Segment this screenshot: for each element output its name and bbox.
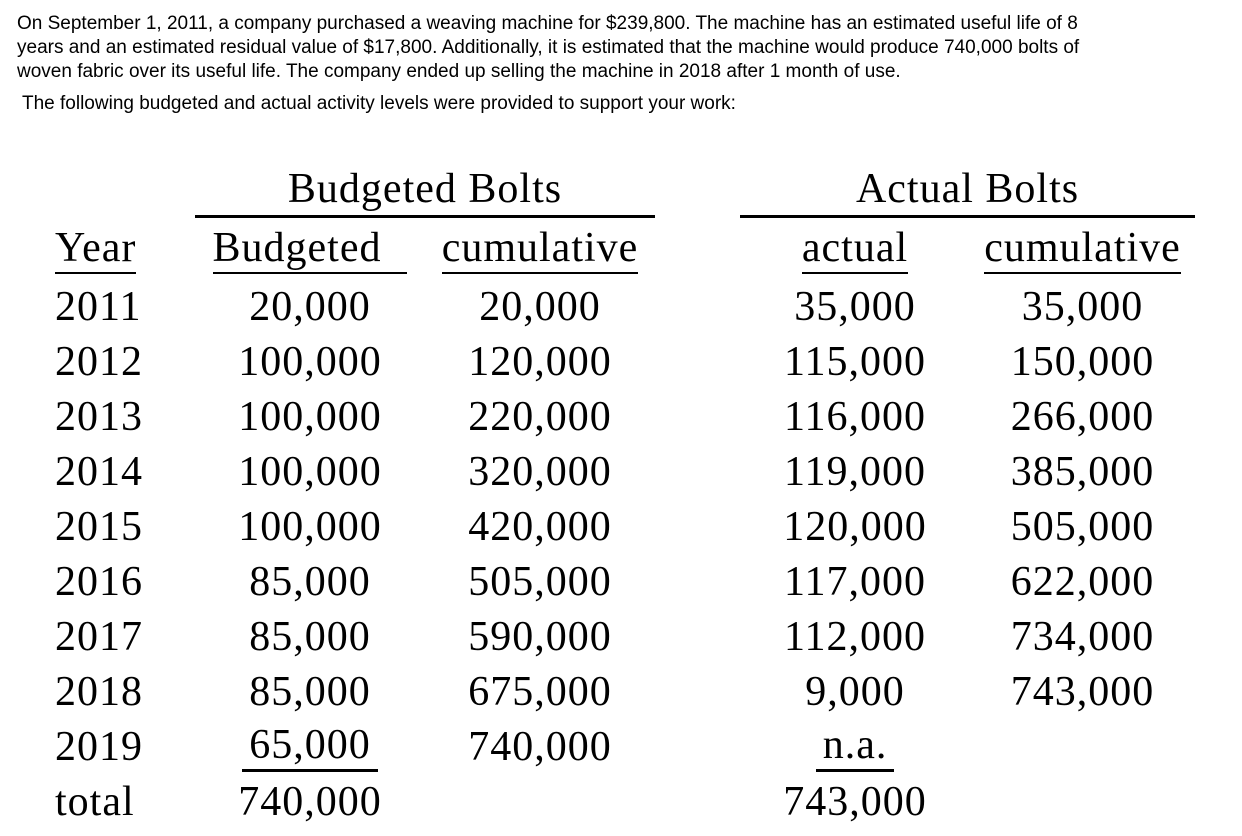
actual-total-cell: 743,000 [783, 778, 927, 825]
table-row-2018: 2018 85,000 675,000 9,000 743,000 [55, 664, 1195, 719]
budgeted-bolts-group-header: Budgeted Bolts [195, 165, 656, 218]
budgeted-cumulative-cell: 20,000 [479, 283, 601, 330]
actual-cumulative-cell: 505,000 [1010, 503, 1155, 550]
budgeted-column-header-label: Budgeted [212, 224, 408, 274]
actual-cumulative-cell: 266,000 [1010, 393, 1155, 440]
group-header-row: Budgeted Bolts Actual Bolts [55, 165, 1196, 218]
year-column-spacer [55, 165, 195, 217]
budgeted-cell: 65,000 [195, 719, 425, 774]
activity-levels-table: Budgeted Bolts Actual Bolts Year Budgete… [55, 165, 1196, 829]
problem-statement-line-2: years and an estimated residual value of… [17, 37, 1080, 58]
column-gap [655, 334, 740, 389]
sum-underline: n.a. [815, 721, 895, 772]
actual-cell: 117,000 [784, 558, 926, 605]
sum-underline: 65,000 [242, 721, 378, 772]
actual-cell: n.a. [740, 719, 970, 774]
actual-cumulative-cell: 734,000 [1010, 613, 1155, 660]
column-gap [655, 279, 740, 334]
actual-bolts-group-header: Actual Bolts [740, 165, 1196, 218]
actual-cell: 9,000 [805, 668, 905, 715]
total-label-cell: total [55, 778, 135, 825]
actual-cumulative-cell: 622,000 [1010, 558, 1155, 605]
year-cell: 2012 [55, 338, 143, 385]
budgeted-cumulative-cell: 675,000 [468, 668, 612, 715]
budgeted-cumulative-cell: 320,000 [468, 448, 612, 495]
year-cell: 2013 [55, 393, 143, 440]
actual-cumulative-column-header: cumulative [970, 217, 1195, 280]
year-column-header: Year [55, 217, 195, 280]
actual-cell: 119,000 [784, 448, 926, 495]
budgeted-cell: 100,000 [238, 393, 382, 440]
budgeted-cell: 85,000 [249, 613, 371, 660]
actual-cumulative-cell: 385,000 [1010, 448, 1155, 495]
budgeted-column-header: Budgeted [195, 217, 425, 280]
budgeted-cumulative-cell [425, 774, 655, 829]
actual-cumulative-column-header-label: cumulative [984, 224, 1181, 274]
table-row-2014: 2014 100,000 320,000 119,000 385,000 [55, 444, 1195, 499]
year-cell: 2015 [55, 503, 143, 550]
year-cell: 2016 [55, 558, 143, 605]
budgeted-cumulative-column-header-label: cumulative [441, 224, 639, 274]
problem-statement-line-3: woven fabric over its useful life. The c… [17, 61, 901, 82]
table-row-2013: 2013 100,000 220,000 116,000 266,000 [55, 389, 1195, 444]
actual-column-header-label: actual [801, 224, 909, 274]
year-cell: 2014 [55, 448, 143, 495]
budgeted-cell: 100,000 [238, 338, 382, 385]
budgeted-cell: 85,000 [249, 558, 371, 605]
budgeted-cumulative-cell: 120,000 [468, 338, 612, 385]
problem-statement: On September 1, 2011, a company purchase… [17, 12, 1242, 84]
actual-column-header: actual [740, 217, 970, 280]
column-gap [655, 664, 740, 719]
year-cell: 2018 [55, 668, 143, 715]
table-row-2017: 2017 85,000 590,000 112,000 734,000 [55, 609, 1195, 664]
column-gap [655, 609, 740, 664]
table-row-2011: 2011 20,000 20,000 35,000 35,000 [55, 279, 1195, 334]
column-gap [655, 554, 740, 609]
column-gap [655, 217, 740, 280]
table-row-2019: 2019 65,000 740,000 n.a. [55, 719, 1195, 774]
actual-cumulative-cell: 743,000 [1010, 668, 1155, 715]
table-caption: The following budgeted and actual activi… [22, 93, 736, 114]
column-gap [655, 444, 740, 499]
column-gap [655, 165, 740, 217]
column-gap [655, 719, 740, 774]
problem-statement-line-1: On September 1, 2011, a company purchase… [17, 13, 1078, 34]
actual-cumulative-cell: 150,000 [1010, 338, 1155, 385]
table-row-total: total 740,000 743,000 [55, 774, 1195, 829]
column-gap [655, 774, 740, 829]
column-header-row: Year Budgeted cumulative actual cumulati… [55, 217, 1195, 280]
actual-cumulative-cell: 35,000 [1021, 283, 1144, 330]
budgeted-total-cell: 740,000 [238, 778, 382, 825]
actual-cell: 115,000 [784, 338, 926, 385]
year-cell: 2019 [55, 723, 143, 770]
budgeted-cumulative-cell: 590,000 [468, 613, 612, 660]
table-row-2016: 2016 85,000 505,000 117,000 622,000 [55, 554, 1195, 609]
budgeted-cell: 85,000 [249, 668, 371, 715]
year-column-header-label: Year [55, 224, 137, 274]
actual-cell: 35,000 [794, 283, 916, 330]
budgeted-cell: 20,000 [249, 283, 371, 330]
budgeted-cell: 100,000 [238, 448, 382, 495]
budgeted-cumulative-cell: 740,000 [468, 723, 612, 770]
actual-cell: 112,000 [784, 613, 926, 660]
column-gap [655, 499, 740, 554]
budgeted-cumulative-cell: 420,000 [468, 503, 612, 550]
column-gap [655, 389, 740, 444]
actual-cell: 116,000 [784, 393, 926, 440]
budgeted-cumulative-cell: 505,000 [468, 558, 612, 605]
budgeted-cumulative-column-header: cumulative [425, 217, 655, 280]
year-cell: 2011 [55, 283, 142, 330]
actual-cell: 120,000 [783, 503, 927, 550]
table-row-2015: 2015 100,000 420,000 120,000 505,000 [55, 499, 1195, 554]
budgeted-cumulative-cell: 220,000 [468, 393, 612, 440]
year-cell: 2017 [55, 613, 143, 660]
actual-cumulative-cell [970, 774, 1195, 829]
table-row-2012: 2012 100,000 120,000 115,000 150,000 [55, 334, 1195, 389]
budgeted-cell: 100,000 [238, 503, 382, 550]
actual-cumulative-cell [970, 719, 1195, 774]
